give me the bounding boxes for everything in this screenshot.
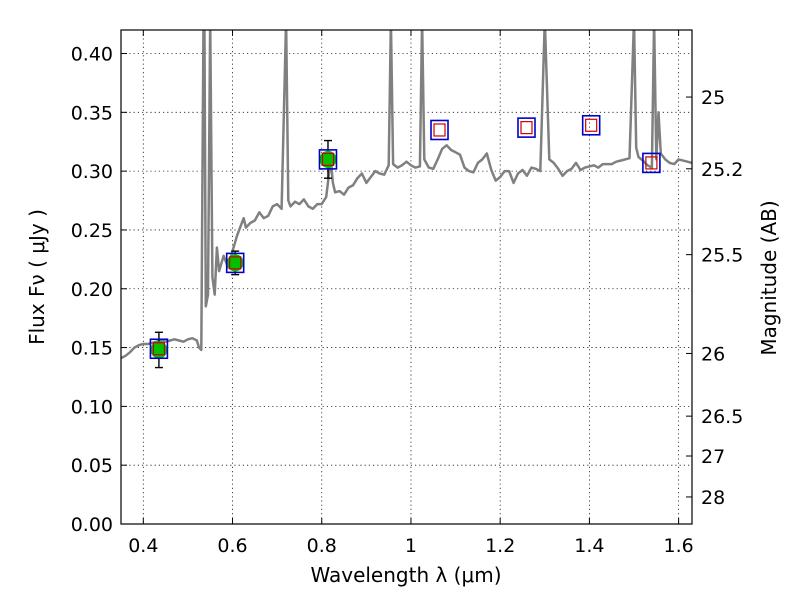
x-tick-label: 0.8 <box>307 535 337 557</box>
x-tick-label: 0.6 <box>217 535 247 557</box>
x-tick-label: 1.4 <box>574 535 604 557</box>
y-tick-label: 0.00 <box>71 514 113 536</box>
plot-frame <box>120 29 693 525</box>
grid <box>121 30 692 525</box>
x-axis-label: Wavelength λ (μm) <box>310 563 501 587</box>
model-points <box>149 114 661 360</box>
y-tick-label: 0.10 <box>71 396 113 418</box>
model-point-inner <box>520 121 533 135</box>
model-point-box <box>225 252 245 274</box>
mag-tick-label: 28 <box>701 487 725 509</box>
model-point-box <box>318 149 338 170</box>
model-point-inner <box>229 256 242 270</box>
y-axis-label: Flux Fν ( μJy ) <box>25 209 49 345</box>
model-point-inner <box>585 118 598 132</box>
x-tick-label: 1.2 <box>485 535 515 557</box>
y-tick-label: 0.40 <box>71 44 113 66</box>
mag-tick-label: 26.5 <box>701 406 743 428</box>
model-point-box <box>517 117 536 138</box>
x-tick-label: 0.4 <box>128 535 158 557</box>
model-point-box <box>642 152 661 174</box>
x-tick-label: 1.6 <box>664 535 694 557</box>
model-point-inner <box>433 123 446 137</box>
mag-tick-label: 25.5 <box>701 245 743 267</box>
mag-tick-label: 27 <box>701 446 725 468</box>
y-tick-label: 0.20 <box>71 279 113 301</box>
y-tick-label: 0.25 <box>71 220 113 242</box>
y-tick-label: 0.35 <box>71 102 113 124</box>
x-tick-label: 1 <box>405 535 417 557</box>
model-point-box <box>430 119 449 141</box>
sed-spectrum-line <box>121 30 692 360</box>
y-tick-label: 0.30 <box>71 161 113 183</box>
mag-tick-label: 26 <box>701 343 725 365</box>
model-point-box <box>581 114 601 136</box>
model-point-inner <box>321 152 335 166</box>
y-tick-label: 0.15 <box>71 338 113 360</box>
mag-tick-label: 25.2 <box>701 159 743 181</box>
sed-spectrum <box>121 30 692 360</box>
model-point-box <box>149 338 169 360</box>
mag-tick-label: 25 <box>701 87 725 109</box>
y2-axis-label: Magnitude (AB) <box>757 200 781 355</box>
y-tick-label: 0.05 <box>71 455 113 477</box>
model-point-inner <box>645 156 658 170</box>
model-point-inner <box>152 342 166 356</box>
axis-ticks: 0.4 0.6 0.8 1 1.2 1.4 1.6 0.00 0.05 0.10 0.15 0.20 0… <box>71 30 743 557</box>
